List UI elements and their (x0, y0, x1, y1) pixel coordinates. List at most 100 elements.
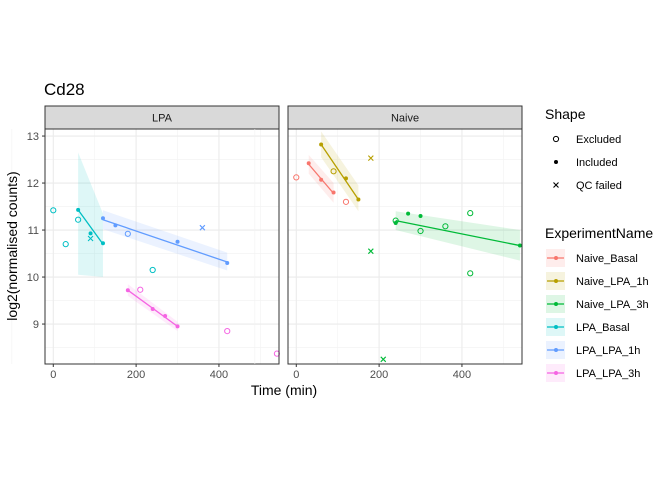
data-point (343, 176, 348, 181)
data-point (75, 216, 82, 223)
legend-key-point (554, 371, 558, 375)
data-point (319, 177, 324, 182)
data-point (380, 356, 387, 363)
series-lpa-basal (50, 152, 156, 278)
x-tick-label: 200 (127, 369, 145, 381)
data-point (273, 350, 281, 357)
series-naive-lpa-3h (367, 210, 522, 363)
y-tick-label: 9 (33, 319, 39, 331)
data-point (306, 161, 311, 166)
panel-background (288, 129, 522, 364)
color-legend-label: Naive_LPA_3h (576, 299, 649, 311)
data-point (88, 231, 93, 236)
color-legend-label: LPA_LPA_1h (576, 345, 640, 357)
data-point (100, 241, 105, 246)
legend-key-shape (553, 182, 559, 188)
data-point (100, 216, 105, 221)
color-legend-label: Naive_LPA_1h (576, 276, 649, 288)
data-point (50, 207, 57, 214)
fit-line (395, 220, 521, 247)
data-point (342, 198, 350, 205)
data-point (367, 155, 374, 162)
y-tick-label: 12 (27, 178, 39, 190)
fit-line (77, 209, 104, 245)
data-point (199, 224, 206, 231)
data-point (319, 142, 324, 147)
data-point (76, 207, 81, 212)
facet-strip-label: LPA (152, 113, 173, 125)
panel-background (45, 129, 279, 364)
grid-lines (254, 129, 522, 364)
facet-panels: LPA 0 200 400 9 10 11 12 13 Naive 0 200 400 (11, 105, 523, 381)
legends: Shape Excluded Included QC failed Experiment… (545, 106, 653, 382)
shape-legend-label: Included (576, 157, 618, 169)
x-tick-label: 400 (210, 369, 228, 381)
data-point (124, 230, 131, 237)
facet-strip-label: Naive (391, 113, 419, 125)
x-axis-title: Time (min) (251, 382, 317, 398)
legend-key-point (554, 279, 558, 283)
data-point (175, 324, 180, 329)
x-tick-label: 0 (293, 369, 299, 381)
legend-key-point (554, 256, 558, 260)
data-point (175, 239, 180, 244)
chart-title: Cd28 (44, 80, 85, 99)
data-point (442, 223, 449, 230)
data-point (163, 314, 168, 319)
facet-panel-naive: Naive 0 200 400 (254, 105, 523, 381)
data-point (137, 286, 144, 293)
legend-key-point (554, 302, 558, 306)
data-point (224, 328, 231, 335)
data-point (467, 270, 474, 277)
data-point (87, 235, 94, 242)
legend-key-shape (554, 160, 558, 164)
series-naive-basal (293, 154, 350, 205)
x-tick-label: 400 (453, 369, 471, 381)
data-point (150, 307, 155, 312)
series-naive-lpa-1h (319, 131, 374, 212)
data-point (62, 241, 69, 248)
y-axis-title: log2(normalised counts) (4, 171, 20, 320)
y-tick-label: 10 (27, 272, 39, 284)
fit-line (320, 144, 359, 200)
data-point (330, 168, 337, 175)
x-tick-label: 0 (50, 369, 56, 381)
y-tick-label: 11 (28, 225, 39, 237)
legend-key-point (554, 325, 558, 329)
data-point (367, 248, 374, 255)
color-legend-label: LPA_LPA_3h (576, 368, 640, 380)
data-point (418, 213, 423, 218)
shape-legend-title: Shape (545, 106, 586, 122)
x-tick-label: 200 (370, 369, 388, 381)
data-point (517, 243, 522, 248)
fit-line (102, 219, 228, 263)
facet-panel-lpa: LPA 0 200 400 9 10 11 12 13 (11, 105, 281, 381)
shape-legend-label: QC failed (576, 180, 622, 192)
data-point (356, 197, 361, 202)
color-legend-label: LPA_Basal (576, 322, 630, 334)
grid-lines (11, 129, 279, 364)
color-legend-title: ExperimentName (545, 225, 653, 241)
shape-legend-label: Excluded (576, 134, 621, 146)
data-point (149, 266, 156, 274)
panel-border (44, 128, 280, 365)
series-lpa-lpa-1h (100, 210, 230, 271)
data-point (467, 210, 474, 217)
data-point (113, 223, 118, 228)
series-lpa-lpa-3h (125, 284, 281, 357)
confidence-band (395, 211, 520, 261)
y-tick-label: 13 (27, 131, 39, 143)
legend-key-point (554, 348, 558, 352)
data-point (393, 221, 398, 225)
confidence-band (78, 152, 103, 278)
data-point (225, 260, 230, 265)
panel-border (287, 128, 523, 365)
data-point (125, 288, 130, 293)
color-legend-label: Naive_Basal (576, 253, 638, 265)
data-point (406, 211, 411, 216)
data-point (293, 174, 300, 181)
legend-key-shape (552, 135, 560, 143)
data-point (331, 190, 336, 195)
data-point (417, 227, 424, 235)
